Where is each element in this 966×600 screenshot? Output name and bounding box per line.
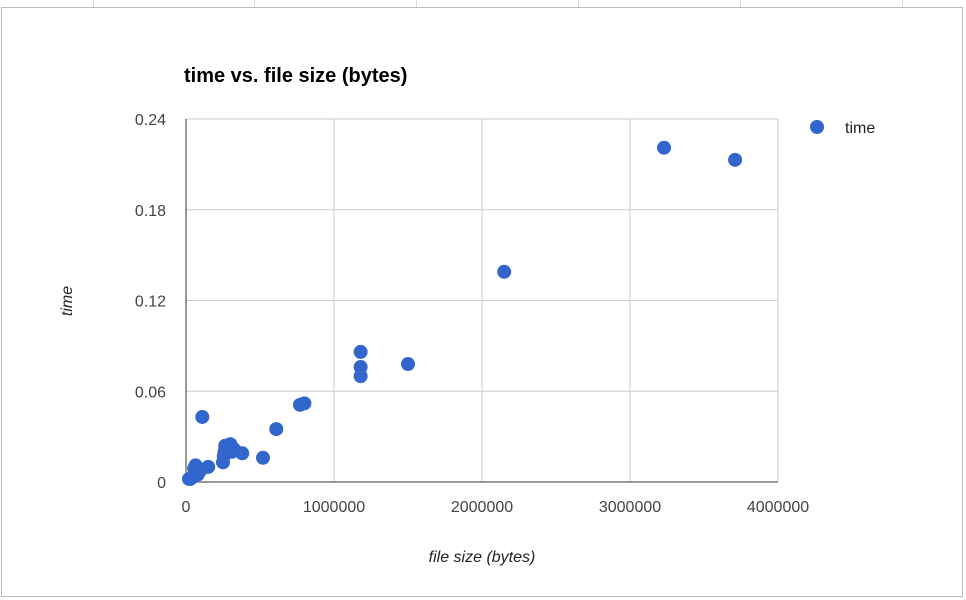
data-point[interactable]	[201, 459, 216, 474]
y-tick-label: 0.24	[135, 112, 166, 129]
data-point[interactable]	[269, 422, 284, 437]
x-tick-label: 3000000	[599, 499, 661, 516]
data-points	[181, 140, 743, 486]
data-point[interactable]	[401, 357, 415, 372]
data-point[interactable]	[297, 396, 312, 411]
y-tick-label: 0.18	[135, 203, 166, 220]
column-divider	[254, 0, 255, 8]
legend[interactable]: time	[810, 120, 875, 137]
x-tick-label: 2000000	[451, 499, 513, 516]
x-tick-label: 4000000	[747, 499, 809, 516]
axes	[185, 119, 778, 483]
data-point[interactable]	[728, 152, 743, 167]
y-axis-title: time	[59, 286, 76, 316]
legend-marker	[810, 120, 824, 134]
data-point[interactable]	[353, 369, 368, 384]
column-divider	[416, 0, 417, 8]
data-point[interactable]	[353, 344, 368, 359]
spreadsheet-gridlines	[0, 0, 966, 8]
data-point[interactable]	[497, 264, 512, 279]
y-tick-label: 0.06	[135, 384, 166, 401]
column-divider	[578, 0, 579, 8]
legend-label: time	[845, 120, 875, 137]
y-tick-label: 0	[157, 475, 166, 492]
data-point[interactable]	[657, 140, 672, 155]
x-tick-label: 1000000	[303, 499, 365, 516]
data-point[interactable]	[195, 409, 210, 424]
chart-title: time vs. file size (bytes)	[184, 65, 407, 87]
column-divider	[740, 0, 741, 8]
column-divider	[93, 0, 94, 8]
column-divider	[902, 0, 903, 8]
data-point[interactable]	[235, 446, 250, 461]
x-tick-label: 0	[182, 499, 191, 516]
y-axis-ticks: 0 0.06 0.12 0.18 0.24	[135, 112, 166, 492]
y-tick-label: 0.12	[135, 294, 166, 311]
x-axis-ticks: 0 1000000 2000000 3000000 4000000	[182, 499, 810, 516]
data-point[interactable]	[255, 450, 270, 465]
x-axis-title: file size (bytes)	[429, 549, 536, 566]
gridlines	[186, 118, 779, 482]
